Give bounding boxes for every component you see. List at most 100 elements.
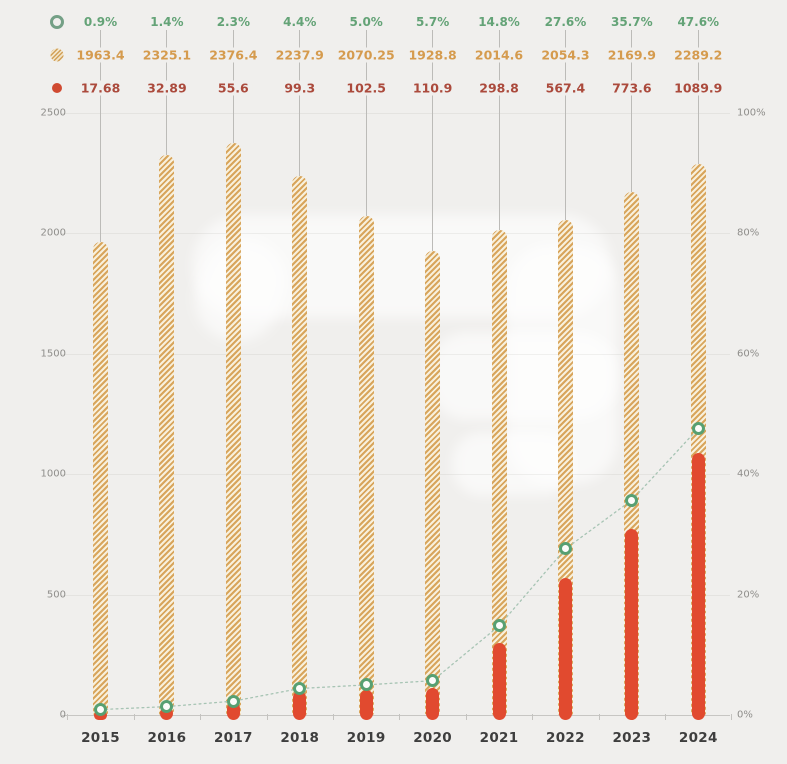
gridline (62, 474, 730, 476)
legend-value: 5.7% (411, 15, 454, 29)
x-axis-category-label: 2021 (479, 730, 519, 746)
column-drop-line (631, 30, 633, 199)
solid-red-bar (426, 688, 440, 720)
column-drop-line (697, 30, 699, 170)
watermark-shape (452, 432, 574, 496)
legend-value: 27.6% (540, 15, 591, 29)
legend-value: 32.89 (143, 80, 191, 96)
x-axis-tick (665, 714, 667, 720)
solid-red-bar (625, 528, 639, 720)
hatched-bar (491, 229, 507, 715)
hatched-bar (93, 242, 108, 715)
percentage-point-marker (160, 700, 174, 714)
column-drop-line (498, 30, 500, 236)
solid-red-bar (492, 643, 506, 720)
right-axis-tick-label: 0% (737, 709, 753, 721)
column-drop-line (299, 30, 301, 183)
hatched-bar (292, 176, 308, 715)
column-drop-line (166, 30, 168, 162)
left-axis-tick-label: 1000 (40, 468, 66, 480)
percentage-point-marker (625, 493, 639, 507)
hatched-bar (159, 155, 175, 715)
x-axis-category-label: 2022 (546, 730, 585, 746)
column-drop-line (432, 30, 434, 257)
x-axis-tick (598, 714, 600, 720)
x-axis-category-label: 2019 (346, 730, 386, 746)
legend-value: 4.4% (279, 15, 321, 29)
legend-value: 2070.25 (333, 47, 399, 63)
legend-value: 110.9 (408, 80, 457, 96)
x-axis-tick (200, 714, 202, 720)
x-axis-tick (67, 714, 69, 720)
legend-value: 2014.6 (470, 47, 528, 63)
x-axis-category-label: 2015 (81, 730, 120, 746)
legend-value: 55.6 (213, 80, 253, 96)
gridline (62, 594, 730, 596)
legend-value: 0.9% (79, 15, 122, 29)
column-drop-line (365, 30, 367, 223)
legend-value: 2169.9 (603, 47, 660, 63)
percentage-point-marker (691, 421, 705, 435)
legend-value: 567.4 (541, 80, 590, 96)
solid-red-bar (558, 578, 572, 720)
percentage-point-marker (558, 542, 572, 556)
x-axis-line (62, 715, 730, 716)
legend-value: 1.4% (146, 15, 188, 29)
legend-value: 2376.4 (205, 47, 262, 63)
percentage-point-marker (226, 694, 240, 708)
legend-value: 1928.8 (404, 47, 461, 63)
hatched-bar (425, 250, 441, 715)
legend-value: 47.6% (673, 15, 724, 29)
legend-value: 5.0% (345, 15, 387, 29)
legend-value: 2325.1 (138, 47, 196, 63)
gridline (62, 233, 730, 235)
legend-value: 17.68 (76, 80, 125, 96)
legend-value: 99.3 (280, 80, 320, 96)
percentage-point-marker (426, 674, 440, 688)
right-axis-tick-label: 60% (737, 348, 760, 360)
x-axis-category-label: 2023 (612, 730, 652, 746)
x-axis-tick (465, 714, 467, 720)
x-axis-tick (532, 714, 534, 720)
right-axis-tick-label: 80% (737, 227, 760, 239)
percentage-point-marker (94, 703, 107, 717)
x-axis-category-label: 2017 (213, 730, 253, 746)
solid-red-bar (293, 691, 307, 720)
hatched-bar (358, 216, 374, 715)
percentage-dotted-line (99, 427, 699, 711)
gridline (62, 353, 730, 355)
legend-value: 14.8% (474, 15, 524, 29)
right-axis-tick-label: 20% (737, 589, 760, 601)
x-axis-tick (731, 714, 733, 720)
left-axis-tick-label: 1500 (40, 348, 66, 360)
legend-value: 773.6 (608, 80, 656, 96)
percentage-point-marker (492, 619, 506, 633)
left-axis-tick-label: 2500 (40, 107, 66, 119)
percentage-point-marker (359, 678, 373, 692)
legend-value: 298.8 (475, 80, 523, 96)
solid-red-bar (691, 452, 705, 720)
legend-value: 2.3% (212, 15, 254, 29)
x-axis-category-label: 2020 (413, 730, 452, 746)
x-axis-tick (399, 714, 401, 720)
column-drop-line (564, 30, 566, 227)
legend-value: 35.7% (607, 15, 657, 29)
percentage-point-marker (293, 682, 307, 695)
watermark-shape (428, 332, 618, 420)
open-circle-legend-icon (50, 15, 64, 29)
right-axis-tick-label: 100% (737, 107, 766, 119)
left-axis-tick-label: 2000 (40, 227, 66, 239)
x-axis-category-label: 2016 (147, 730, 187, 746)
gridline (62, 113, 730, 114)
x-axis-tick (133, 714, 135, 720)
red-dot-legend-icon (52, 83, 62, 93)
x-axis-category-label: 2018 (280, 730, 320, 746)
right-axis-tick-label: 40% (737, 468, 760, 480)
legend-value: 2289.2 (670, 47, 727, 63)
legend-value: 1963.4 (72, 47, 129, 63)
solid-red-bar (359, 690, 373, 720)
hatched-bar-legend-icon (50, 48, 64, 62)
left-axis-tick-label: 0 (59, 709, 66, 721)
